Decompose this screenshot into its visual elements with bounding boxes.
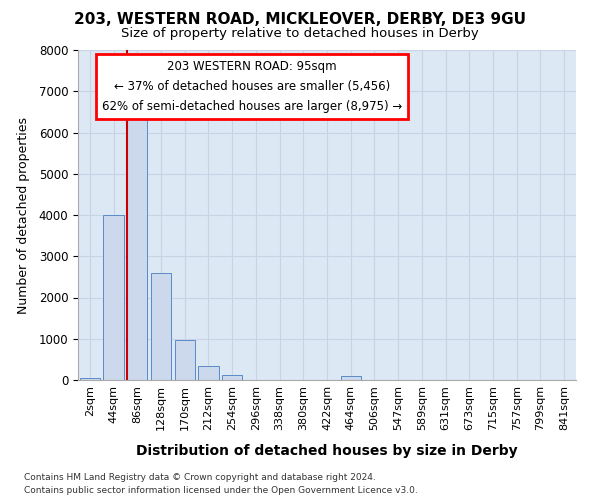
Bar [341, 376, 361, 380]
Y-axis label: Number of detached properties: Number of detached properties [17, 116, 31, 314]
X-axis label: Distribution of detached houses by size in Derby: Distribution of detached houses by size … [136, 444, 518, 458]
Bar [103, 215, 124, 380]
Text: 203, WESTERN ROAD, MICKLEOVER, DERBY, DE3 9GU: 203, WESTERN ROAD, MICKLEOVER, DERBY, DE… [74, 12, 526, 28]
Text: Contains public sector information licensed under the Open Government Licence v3: Contains public sector information licen… [24, 486, 418, 495]
Bar [222, 374, 242, 380]
Text: 203 WESTERN ROAD: 95sqm
← 37% of detached houses are smaller (5,456)
62% of semi: 203 WESTERN ROAD: 95sqm ← 37% of detache… [102, 60, 403, 113]
Bar [127, 108, 148, 380]
Bar [80, 378, 100, 380]
Bar [175, 340, 195, 380]
Text: Size of property relative to detached houses in Derby: Size of property relative to detached ho… [121, 28, 479, 40]
Bar [199, 366, 218, 380]
Text: Contains HM Land Registry data © Crown copyright and database right 2024.: Contains HM Land Registry data © Crown c… [24, 472, 376, 482]
Bar [151, 273, 171, 380]
